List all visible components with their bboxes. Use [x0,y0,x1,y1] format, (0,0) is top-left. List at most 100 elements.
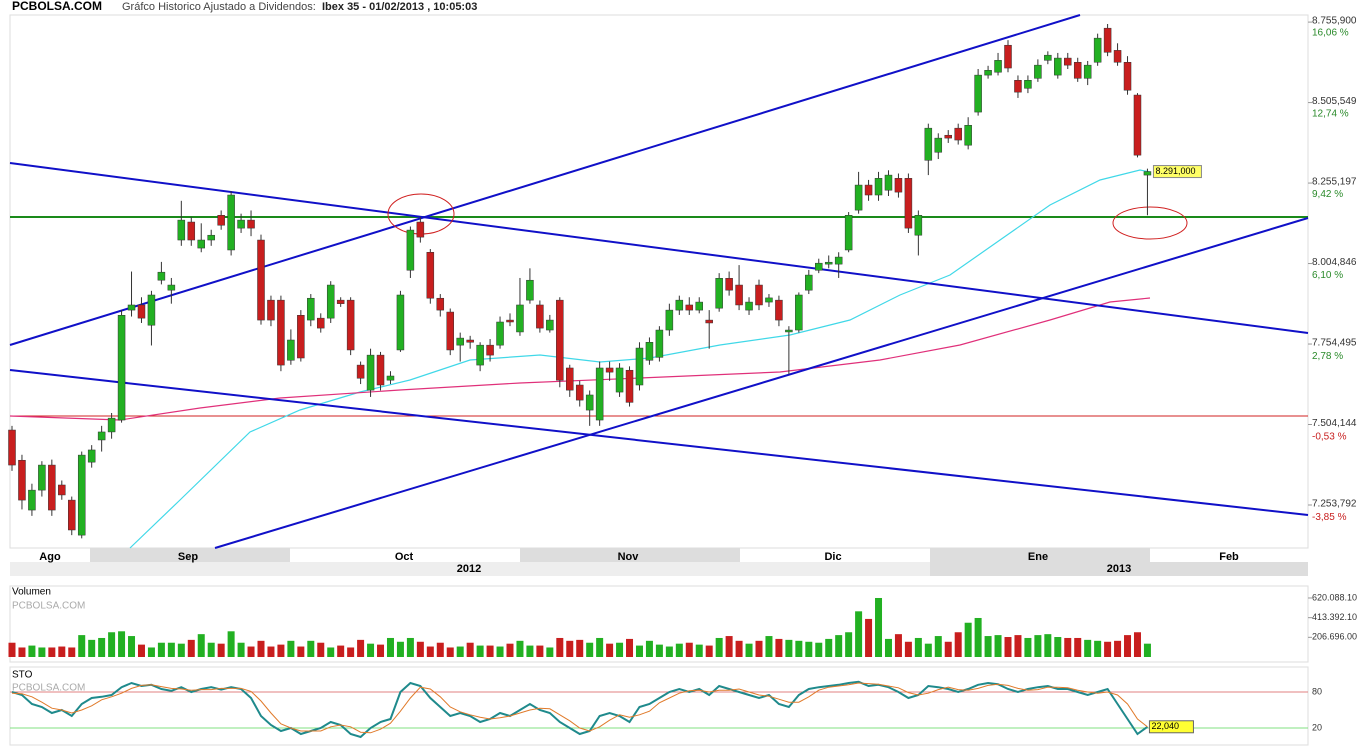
candle-body [107,417,116,433]
volume-bar [795,640,803,657]
candle-body [1113,50,1122,63]
y-tick-label: 7.504,144 [1312,418,1357,429]
y2-tick-label: 12,74 % [1312,108,1349,119]
volume-bar [894,634,902,657]
y2-tick-label: 2,78 % [1312,351,1343,362]
x-tick-label: Sep [178,551,198,563]
volume-bar [1064,637,1072,657]
candle-body [1054,57,1062,76]
volume-bar [705,645,713,657]
candle-body [287,339,295,361]
candle-body [884,174,893,191]
volume-bar [327,647,335,657]
y2-tick-label: 16,06 % [1312,28,1349,39]
volume-bar [576,639,584,657]
volume-bar [855,611,863,657]
volume-bar [18,647,26,657]
candle-body [157,271,166,281]
candle-body [506,319,514,323]
y2-tick-label: 6,10 % [1312,270,1343,281]
volume-bar [506,643,514,657]
volume-bar [446,647,454,657]
volume-bar [1034,635,1042,657]
y2-tick-label: -3,85 % [1312,512,1347,523]
candle-body [994,60,1002,73]
volume-bar [934,636,942,657]
y-tick-label: 8.255,197 [1312,177,1357,188]
volume-bar [1133,632,1141,657]
candle-body [28,489,36,511]
candle-body [277,299,285,366]
y-tick-label: 8.755,900 [1312,16,1357,27]
volume-bar [456,646,464,657]
candle-body [456,337,464,346]
candle-body [1044,54,1052,61]
candle-body [765,297,773,303]
volume-bar [227,631,235,657]
candle-body [8,429,16,466]
candle-body [58,484,66,496]
candle-body [695,301,703,311]
candle-body [1064,57,1072,66]
candle-body [297,315,305,359]
volume-bar [1074,637,1082,657]
volume-bar [237,642,245,657]
volume-bar [974,617,982,657]
volume-bar [825,638,833,657]
volume-bar [655,644,663,657]
volume-bar [1114,640,1122,657]
candle-body [536,304,544,329]
candle-body [556,299,564,381]
sto-panel [9,666,1309,746]
year-label: 2013 [1107,563,1131,575]
volume-bar [1024,637,1032,657]
volume-bar [58,646,66,657]
candle-body [904,178,913,229]
volume-bar [685,642,693,657]
volume-bar [377,644,385,657]
candle-body [326,284,335,319]
volume-bar [586,642,594,657]
trend-line [9,162,1309,334]
candle-body [655,329,664,358]
candle-body [366,354,375,391]
candle-body [177,219,186,241]
candle-body [944,134,952,139]
volume-bar [476,645,484,657]
volume-bar [297,646,305,657]
volume-bar [38,647,46,657]
x-tick-label: Ene [1028,551,1048,563]
volume-bar [875,597,883,657]
x-tick-label: Oct [395,551,414,563]
volume-bar [556,637,564,657]
volume-bar [516,640,524,657]
volume-bar [277,644,285,657]
candle-body [1014,80,1022,93]
volume-bar [317,642,325,657]
candle-body [964,125,972,146]
volume-bar [187,639,195,657]
volume-bar [616,642,624,657]
volume-bar [1044,634,1052,657]
candle-body [137,304,146,319]
candle-body [575,384,584,401]
volume-bar [147,647,155,657]
candle-body [705,319,713,324]
candle-body [715,278,723,309]
volume-bar [157,642,165,657]
candle-body [526,279,534,301]
candle-body [954,127,962,141]
volume-bar [177,643,185,657]
x-tick-label: Ago [39,551,61,563]
source: PCBOLSA.COM [12,0,102,13]
trend-line [9,369,1309,516]
volume-bar [626,638,634,657]
volume-bar [924,643,932,657]
candle-body [894,178,903,193]
value-label: 22,040 [1151,721,1179,731]
candle-body [436,297,445,311]
volume-bar [944,641,952,657]
candle-body [516,304,524,333]
